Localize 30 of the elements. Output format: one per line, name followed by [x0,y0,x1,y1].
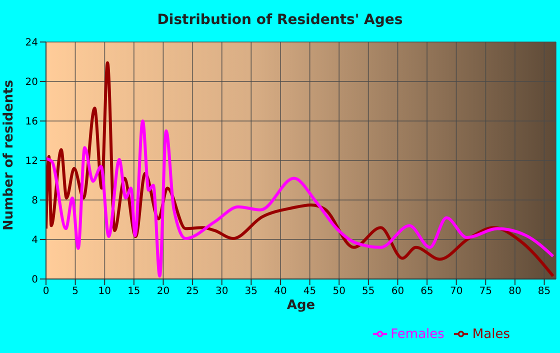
chart-title: Distribution of Residents' Ages [156,12,404,28]
y-tick-label: 4 [32,235,38,246]
legend-label: Males [472,327,510,342]
y-tick-label: 12 [25,156,38,168]
y-axis-title: Number of residents [2,80,17,230]
x-tick-label: 50 [332,286,346,298]
x-tick-label: 25 [186,286,199,298]
y-tick-label: 0 [32,274,38,286]
y-tick-label: 20 [25,77,38,88]
x-tick-label: 15 [128,286,140,298]
legend-label: Females [390,327,444,342]
x-tick-label: 75 [479,286,492,298]
x-tick-label: 35 [244,286,258,298]
y-tick-label: 16 [25,116,38,128]
x-axis-title: Age [286,298,316,313]
x-tick-label: 65 [420,286,434,298]
y-tick-label: 8 [32,196,38,207]
x-tick-label: 60 [391,286,404,298]
x-tick-label: 5 [72,286,78,298]
x-tick-label: 80 [508,286,522,298]
x-tick-label: 55 [362,286,375,298]
x-tick-label: 70 [450,286,463,298]
y-tick-label: 24 [25,38,38,49]
x-tick-label: 40 [274,286,287,298]
x-tick-label: 45 [303,286,316,298]
x-tick-label: 20 [156,286,170,298]
x-tick-label: 10 [98,286,111,298]
x-tick-label: 0 [42,286,50,298]
x-tick-label: 85 [538,286,551,298]
x-tick-label: 30 [215,286,228,298]
